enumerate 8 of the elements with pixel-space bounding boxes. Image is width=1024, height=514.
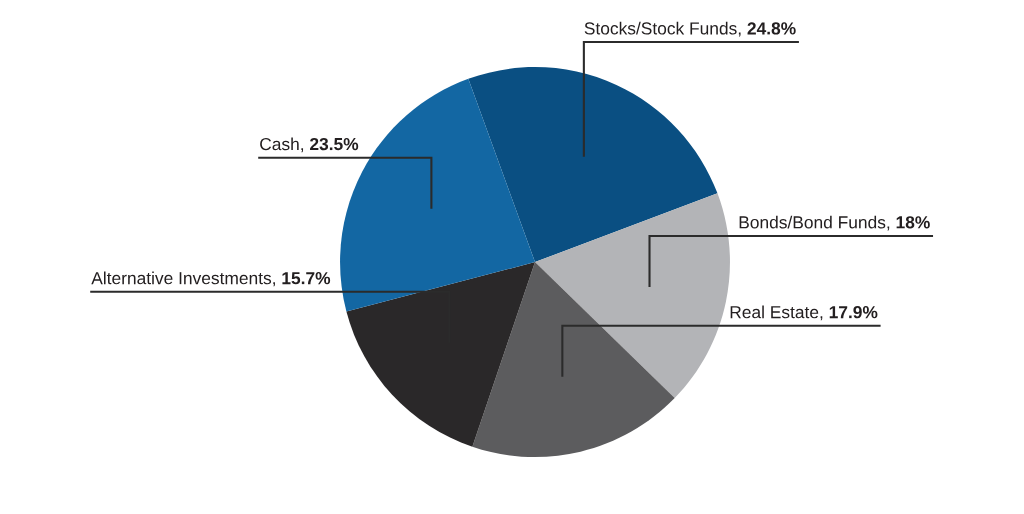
pie-slice — [535, 193, 730, 399]
pie-slice — [472, 262, 675, 458]
pie-slice — [468, 67, 718, 263]
slice-label: Stocks/Stock Funds, 24.8% — [584, 21, 796, 37]
slice-label: Real Estate, 17.9% — [730, 305, 878, 321]
slice-label: Alternative Investments, 15.7% — [91, 271, 331, 287]
slice-label: Bonds/Bond Funds, 18% — [739, 215, 930, 231]
slice-label: Cash, 23.5% — [260, 137, 359, 153]
